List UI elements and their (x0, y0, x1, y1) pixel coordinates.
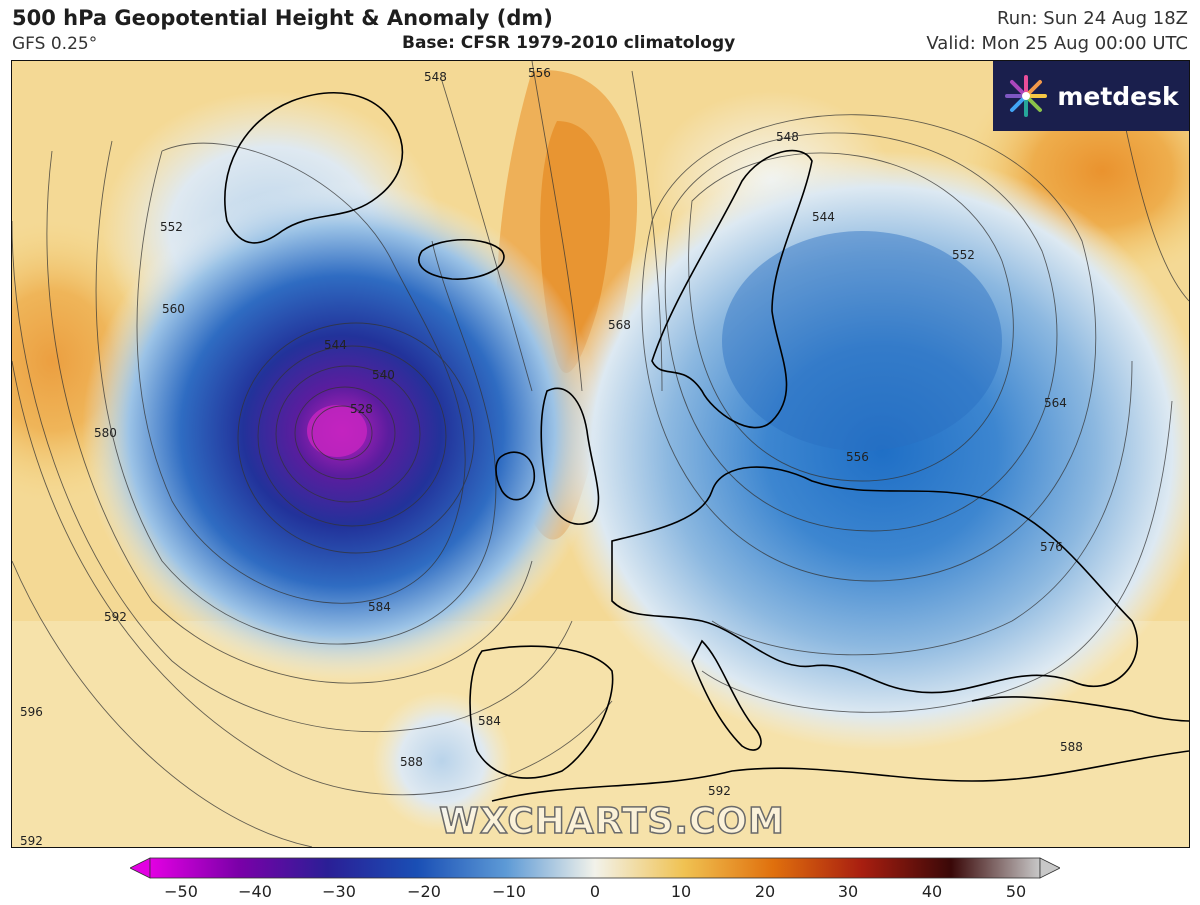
colorbar-tick: −20 (407, 882, 441, 901)
metdesk-logo-text: metdesk (1057, 81, 1179, 111)
eastern-trough-core (722, 231, 1002, 451)
contour-label: 548 (776, 130, 799, 144)
anomaly-field: 548 556 552 560 544 540 528 580 592 584 … (12, 61, 1189, 847)
contour-label: 540 (372, 368, 395, 382)
colorbar-tick: 40 (921, 882, 943, 901)
contour-label: 592 (20, 834, 43, 847)
height-contours (12, 61, 1189, 847)
iberia-pale-anomaly (372, 691, 512, 831)
contour-label: 552 (160, 220, 183, 234)
colorbar-gradient (149, 857, 1041, 879)
contour-label: 584 (368, 600, 391, 614)
starburst-icon (1005, 75, 1048, 117)
coastlines (224, 92, 1189, 802)
low-center (307, 405, 367, 457)
contour-label: 556 (528, 66, 551, 80)
contour-label: 580 (94, 426, 117, 440)
colorbar-min-arrow (130, 857, 151, 879)
contour-label: 544 (324, 338, 347, 352)
valid-time: Valid: Mon 25 Aug 00:00 UTC (926, 33, 1188, 54)
chart-title: 500 hPa Geopotential Height & Anomaly (d… (12, 6, 553, 30)
contour-label: 548 (424, 70, 447, 84)
metdesk-logo: metdesk (993, 61, 1189, 131)
contour-label: 588 (400, 755, 423, 769)
contour-label: 588 (1060, 740, 1083, 754)
run-time: Run: Sun 24 Aug 18Z (997, 8, 1188, 29)
contour-label: 584 (478, 714, 501, 728)
colorbar-tick: −50 (164, 882, 198, 901)
colorbar-tick: −10 (492, 882, 526, 901)
colorbar-max-arrow (1039, 857, 1060, 879)
contour-label: 528 (350, 402, 373, 416)
contour-label: 552 (952, 248, 975, 262)
colorbar-tick: 0 (589, 882, 601, 901)
contour-label: 596 (20, 705, 43, 719)
colorbar-tick: −40 (238, 882, 272, 901)
weather-map: 548 556 552 560 544 540 528 580 592 584 … (11, 60, 1190, 848)
eastern-trough-anomaly (552, 151, 1189, 751)
colorbar-tick: 30 (837, 882, 859, 901)
contour-label: 564 (1044, 396, 1067, 410)
contour-label: 576 (1040, 540, 1063, 554)
colorbar-tick: −30 (322, 882, 356, 901)
contour-label: 592 (104, 610, 127, 624)
contour-label: 556 (846, 450, 869, 464)
wxcharts-watermark: WXCHARTS.COM (438, 800, 785, 843)
colorbar-tick: 10 (670, 882, 692, 901)
contour-label-group: 548 556 552 560 544 540 528 580 592 584 … (20, 66, 1083, 847)
contour-label: 592 (708, 784, 731, 798)
contour-label: 544 (812, 210, 835, 224)
climatology-base: Base: CFSR 1979-2010 climatology (402, 33, 736, 53)
colorbar-tick: 50 (1005, 882, 1027, 901)
contour-label: 568 (608, 318, 631, 332)
colorbar-tick: 20 (754, 882, 776, 901)
contour-label: 560 (162, 302, 185, 316)
colorbar (130, 857, 1060, 879)
model-label: GFS 0.25° (12, 34, 98, 54)
